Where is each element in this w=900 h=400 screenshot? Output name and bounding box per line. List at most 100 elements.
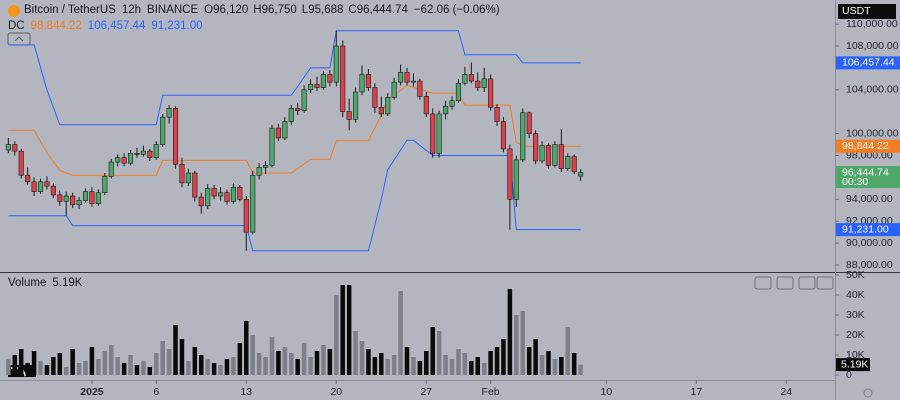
volume-bar xyxy=(520,311,526,375)
volume-bar xyxy=(469,361,474,375)
ohlc-key: C xyxy=(348,4,357,16)
volume-bar xyxy=(121,363,127,375)
candle-body xyxy=(340,45,346,112)
candle-body xyxy=(44,181,50,187)
currency-button[interactable]: USDT xyxy=(838,4,896,19)
volume-bar xyxy=(475,357,480,375)
volume-bar xyxy=(18,349,24,375)
volume-bar xyxy=(481,363,487,375)
candle-body xyxy=(372,87,378,108)
candle-body xyxy=(192,172,198,198)
candle-body xyxy=(500,121,507,150)
y-tick-label: 90,000.00 xyxy=(846,237,893,249)
x-tick-label: 2025 xyxy=(80,386,104,398)
y-tick-label: 110,000.00 xyxy=(846,18,898,30)
volume-bar xyxy=(269,337,275,375)
volume-bar xyxy=(571,353,577,375)
pane-button[interactable] xyxy=(816,276,834,290)
ohlc-item: H96,750 xyxy=(253,4,297,16)
y-tick-label: 108,000.00 xyxy=(846,40,899,52)
volume-bar xyxy=(456,349,461,375)
settings-icon[interactable] xyxy=(863,388,873,398)
candle-body xyxy=(455,82,462,102)
candle-body xyxy=(282,121,288,139)
candle-body xyxy=(353,91,359,120)
volume-bar xyxy=(250,335,255,375)
candle-body xyxy=(179,163,185,184)
candle-body xyxy=(462,74,468,84)
volume-bar xyxy=(63,367,69,375)
candle-body xyxy=(533,133,539,162)
candle-body xyxy=(217,192,224,197)
ohlc-key: H xyxy=(253,4,262,16)
volume-bar xyxy=(359,341,365,375)
interval: 12h xyxy=(121,4,142,16)
candle-body xyxy=(263,165,269,168)
candle-body xyxy=(391,81,397,98)
volume-bar xyxy=(218,365,223,375)
volume-bar xyxy=(199,355,204,375)
candle-body xyxy=(571,156,577,173)
indicator-price-label-box xyxy=(836,223,900,237)
indicator-value: 98,844.22 xyxy=(30,20,82,32)
last-price-label: 96,444.74 xyxy=(842,166,889,178)
pane-button[interactable] xyxy=(798,276,816,290)
volume-bar xyxy=(134,365,140,375)
indicator-value: 91,231.00 xyxy=(151,20,203,32)
volume-bar xyxy=(108,345,114,375)
volume-bar xyxy=(12,355,18,375)
candle-body xyxy=(237,186,243,200)
ohlc-item: C96,444.74 xyxy=(348,4,407,16)
candle-body xyxy=(443,105,449,115)
volume-bar xyxy=(256,353,262,375)
candle-body xyxy=(102,175,108,194)
candle-body xyxy=(37,181,44,192)
volume-bar xyxy=(327,349,333,375)
symbol[interactable]: Bitcoin / TetherUS xyxy=(24,4,116,16)
volume-bar xyxy=(526,347,532,375)
ohlc-item: L95,688 xyxy=(302,4,344,16)
volume-bar xyxy=(44,365,50,375)
candle-body xyxy=(494,107,500,122)
volume-title[interactable]: Volume xyxy=(8,277,47,289)
volume-bar xyxy=(282,347,288,375)
volume-bar xyxy=(507,289,513,375)
x-tick-label: 10 xyxy=(601,386,613,398)
indicator-value: 106,457.44 xyxy=(87,20,146,32)
candle-body xyxy=(12,144,18,152)
candle-body xyxy=(475,80,481,88)
indicator-name[interactable]: DC xyxy=(8,20,25,32)
indicator-legend: DC 98,844.22 106,457.44 91,231.00 xyxy=(8,20,203,32)
candle-body xyxy=(205,188,211,207)
candle-body xyxy=(417,80,423,97)
volume-bar xyxy=(559,357,564,375)
candle-body xyxy=(481,78,487,88)
pane-button[interactable] xyxy=(754,276,772,290)
volume-bar xyxy=(128,355,133,375)
y-tick-label: 30K xyxy=(846,309,865,321)
y-tick-label: 40K xyxy=(846,289,865,301)
candle-body xyxy=(308,84,314,91)
indicator-price-label: 98,844.22 xyxy=(842,140,889,152)
volume-bar xyxy=(173,325,178,375)
candle-body xyxy=(275,127,281,139)
volume-value-box xyxy=(836,358,870,372)
x-tick-label: 27 xyxy=(420,386,432,398)
volume-bar xyxy=(514,315,519,375)
volume-bar xyxy=(102,351,108,375)
volume-bar xyxy=(398,291,403,375)
candle-body xyxy=(578,172,584,177)
candle-body xyxy=(153,144,159,158)
candle-body xyxy=(436,113,442,154)
ohlc-key: L xyxy=(301,4,309,16)
price-pane xyxy=(0,0,835,272)
collapse-icon xyxy=(14,36,24,42)
volume-bar xyxy=(186,361,191,375)
indicator-price-label: 106,457.44 xyxy=(842,57,895,69)
symbol-icon xyxy=(8,5,20,17)
volume-bar xyxy=(501,339,506,375)
candle-body xyxy=(76,200,82,206)
pane-button[interactable] xyxy=(776,276,794,290)
volume-legend: Volume 5.19K xyxy=(8,277,82,289)
